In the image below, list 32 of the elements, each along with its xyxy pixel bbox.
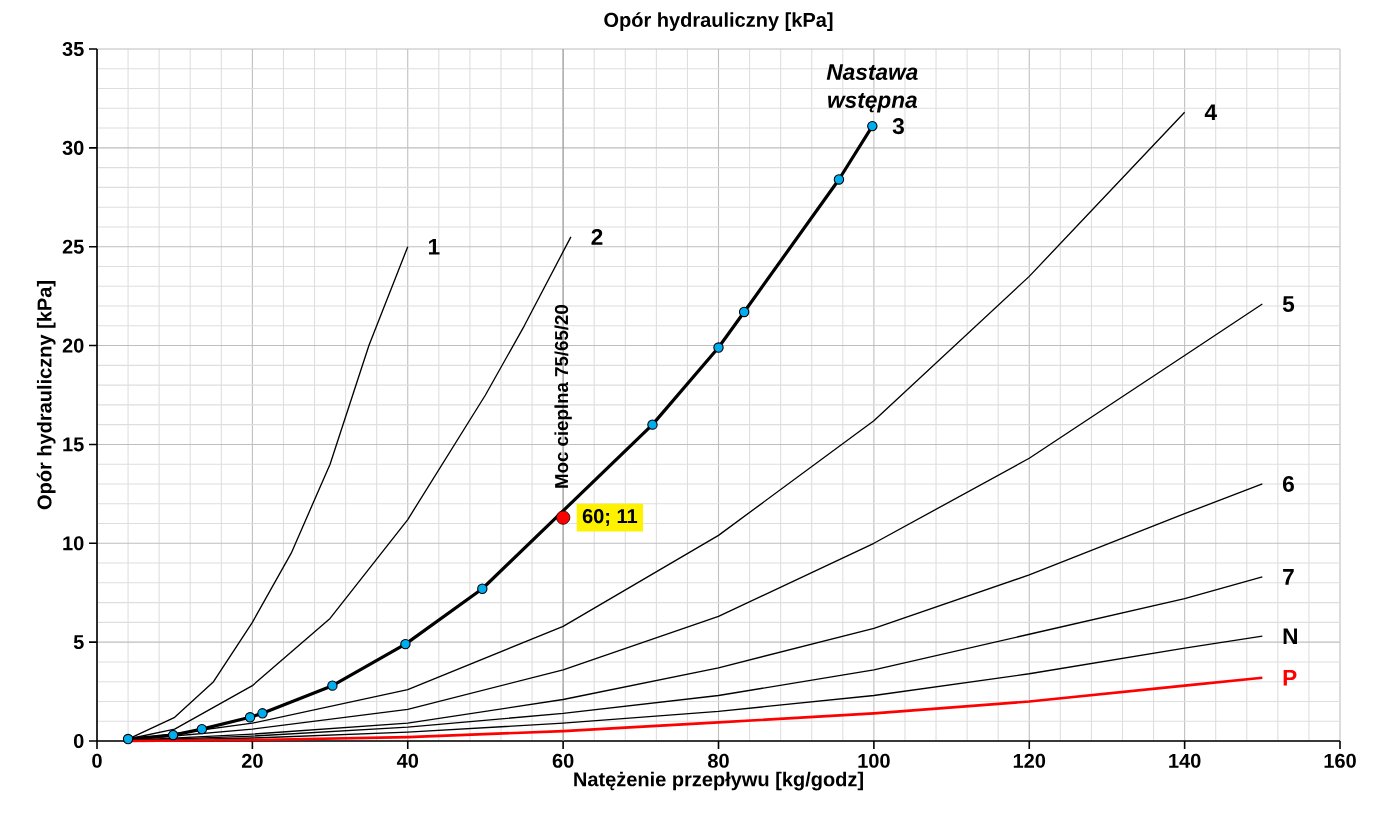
x-tick-label: 40 xyxy=(396,753,419,768)
chart-title: Opór hydrauliczny [kPa] xyxy=(604,12,833,31)
y-tick-label: 15 xyxy=(63,437,84,452)
y-tick-label: 35 xyxy=(62,41,84,57)
series-label: 5 xyxy=(1282,296,1295,312)
x-tick-label: 20 xyxy=(241,753,263,768)
ref-line-label: Moc cieplna 75/65/20 xyxy=(554,305,572,488)
series-label: P xyxy=(1283,669,1297,686)
y-tick-label: 30 xyxy=(62,140,84,155)
x-tick-label: 0 xyxy=(92,753,102,768)
annotation: 60; 11 xyxy=(582,509,638,527)
y-tick-label: 20 xyxy=(62,338,84,353)
annotation: Nastawa wstępna xyxy=(826,64,918,113)
y-tick-label: 25 xyxy=(62,239,84,254)
y-axis-title: Opór hydrauliczny [kPa] xyxy=(36,281,56,510)
x-tick-label: 100 xyxy=(858,753,890,768)
x-tick-label: 80 xyxy=(708,753,729,768)
series-label: 1 xyxy=(428,238,440,255)
x-tick-label: 160 xyxy=(1324,753,1356,768)
y-tick-label: 0 xyxy=(73,733,84,749)
series-label: 3 xyxy=(892,118,904,135)
y-tick-label: 5 xyxy=(73,635,84,650)
x-tick-label: 120 xyxy=(1013,753,1046,768)
series-label: 6 xyxy=(1282,475,1294,492)
x-tick-label: 60 xyxy=(552,753,574,768)
series-label: N xyxy=(1283,628,1297,645)
x-tick-label: 140 xyxy=(1169,753,1201,768)
y-tick-label: 10 xyxy=(63,536,84,551)
series-label: 7 xyxy=(1283,569,1294,585)
series-label: 2 xyxy=(591,228,603,245)
x-axis-title: Natężenie przepływu [kg/godz] xyxy=(574,771,863,791)
series-label: 4 xyxy=(1204,104,1217,121)
